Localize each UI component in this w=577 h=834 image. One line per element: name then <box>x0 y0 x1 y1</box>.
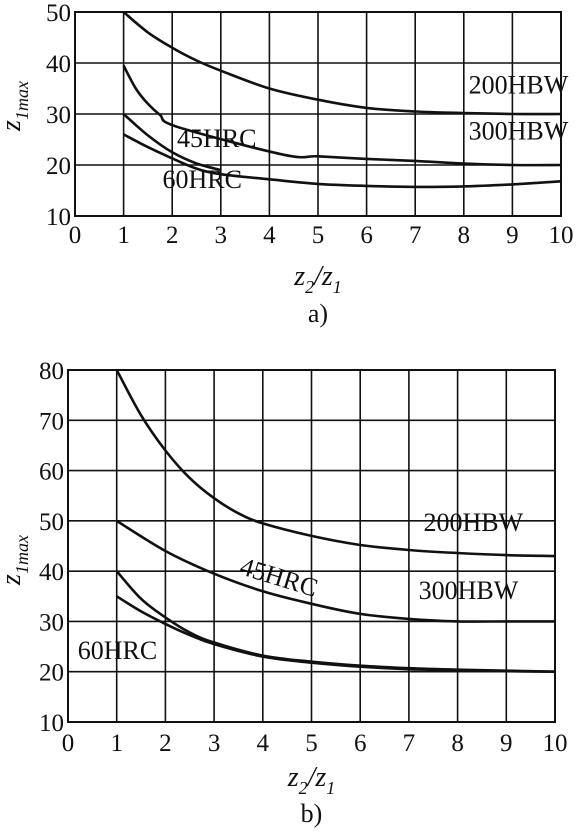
x-tick-label: 7 <box>403 730 416 757</box>
curve-label-60hrc: 60HRC <box>78 636 157 665</box>
x-axis-label: z2/z1 <box>293 261 342 297</box>
curve-45hrc <box>122 113 222 172</box>
curve-45hrc <box>116 519 555 623</box>
y-tick-label: 50 <box>39 509 64 536</box>
x-tick-label: 7 <box>409 222 422 249</box>
x-tick-label: 10 <box>549 222 574 249</box>
y-tick-label: 30 <box>39 609 64 636</box>
curve-60hrc <box>122 133 562 189</box>
x-tick-label: 3 <box>208 730 221 757</box>
x-tick-label: 0 <box>69 222 82 249</box>
y-tick-label: 50 <box>46 0 71 27</box>
x-tick-label: 0 <box>62 730 75 757</box>
x-tick-label: 1 <box>110 730 123 757</box>
curve-60hrc <box>116 595 556 673</box>
x-tick-label: 9 <box>506 222 519 249</box>
x-tick-label: 5 <box>312 222 325 249</box>
x-axis-label: z2/z1 <box>287 762 336 798</box>
y-tick-label: 40 <box>46 51 71 78</box>
x-tick-label: 10 <box>543 730 568 757</box>
x-tick-label: 3 <box>215 222 228 249</box>
y-tick-label: 70 <box>39 408 64 435</box>
curve-label-200hbw: 200HBW <box>424 508 524 537</box>
curve-label-45hrc: 45HRC <box>177 124 256 153</box>
y-tick-label: 60 <box>39 459 64 486</box>
y-tick-label: 10 <box>39 710 64 737</box>
y-tick-label: 40 <box>39 559 64 586</box>
curve-label-300hbw: 300HBW <box>419 576 519 605</box>
x-tick-label: 4 <box>257 730 270 757</box>
curve-label-60hrc: 60HRC <box>162 165 241 194</box>
y-tick-label: 80 <box>39 358 64 385</box>
plot-frame <box>67 369 556 723</box>
x-tick-label: 2 <box>166 222 179 249</box>
y-tick-label: 20 <box>39 660 64 687</box>
y-tick-label: 30 <box>46 102 71 129</box>
curve-200hbw <box>122 11 562 116</box>
x-tick-label: 2 <box>159 730 172 757</box>
x-tick-label: 6 <box>354 730 367 757</box>
panel-caption: a) <box>308 299 328 328</box>
y-axis-label: z1max <box>0 535 32 586</box>
curve-300hbw <box>122 64 562 167</box>
x-tick-label: 8 <box>458 222 471 249</box>
panel-caption: b) <box>301 799 323 828</box>
curve-label-300hbw: 300HBW <box>469 117 569 146</box>
chart-panel-a: 200HBW 300HBW 45HRC 60HRC 0 1 2 3 4 5 6 7 8 9 10 10 20 30… <box>0 0 574 328</box>
y-axis-label: z1max <box>0 81 32 132</box>
curve-label-200hbw: 200HBW <box>469 71 569 100</box>
x-tick-label: 6 <box>360 222 373 249</box>
curve-200hbw <box>115 369 556 558</box>
x-tick-label: 9 <box>500 730 513 757</box>
x-tick-label: 4 <box>263 222 276 249</box>
x-tick-label: 5 <box>305 730 318 757</box>
y-tick-label: 10 <box>46 204 71 231</box>
x-tick-label: 8 <box>451 730 464 757</box>
x-tick-label: 1 <box>117 222 130 249</box>
y-tick-label: 20 <box>46 153 71 180</box>
